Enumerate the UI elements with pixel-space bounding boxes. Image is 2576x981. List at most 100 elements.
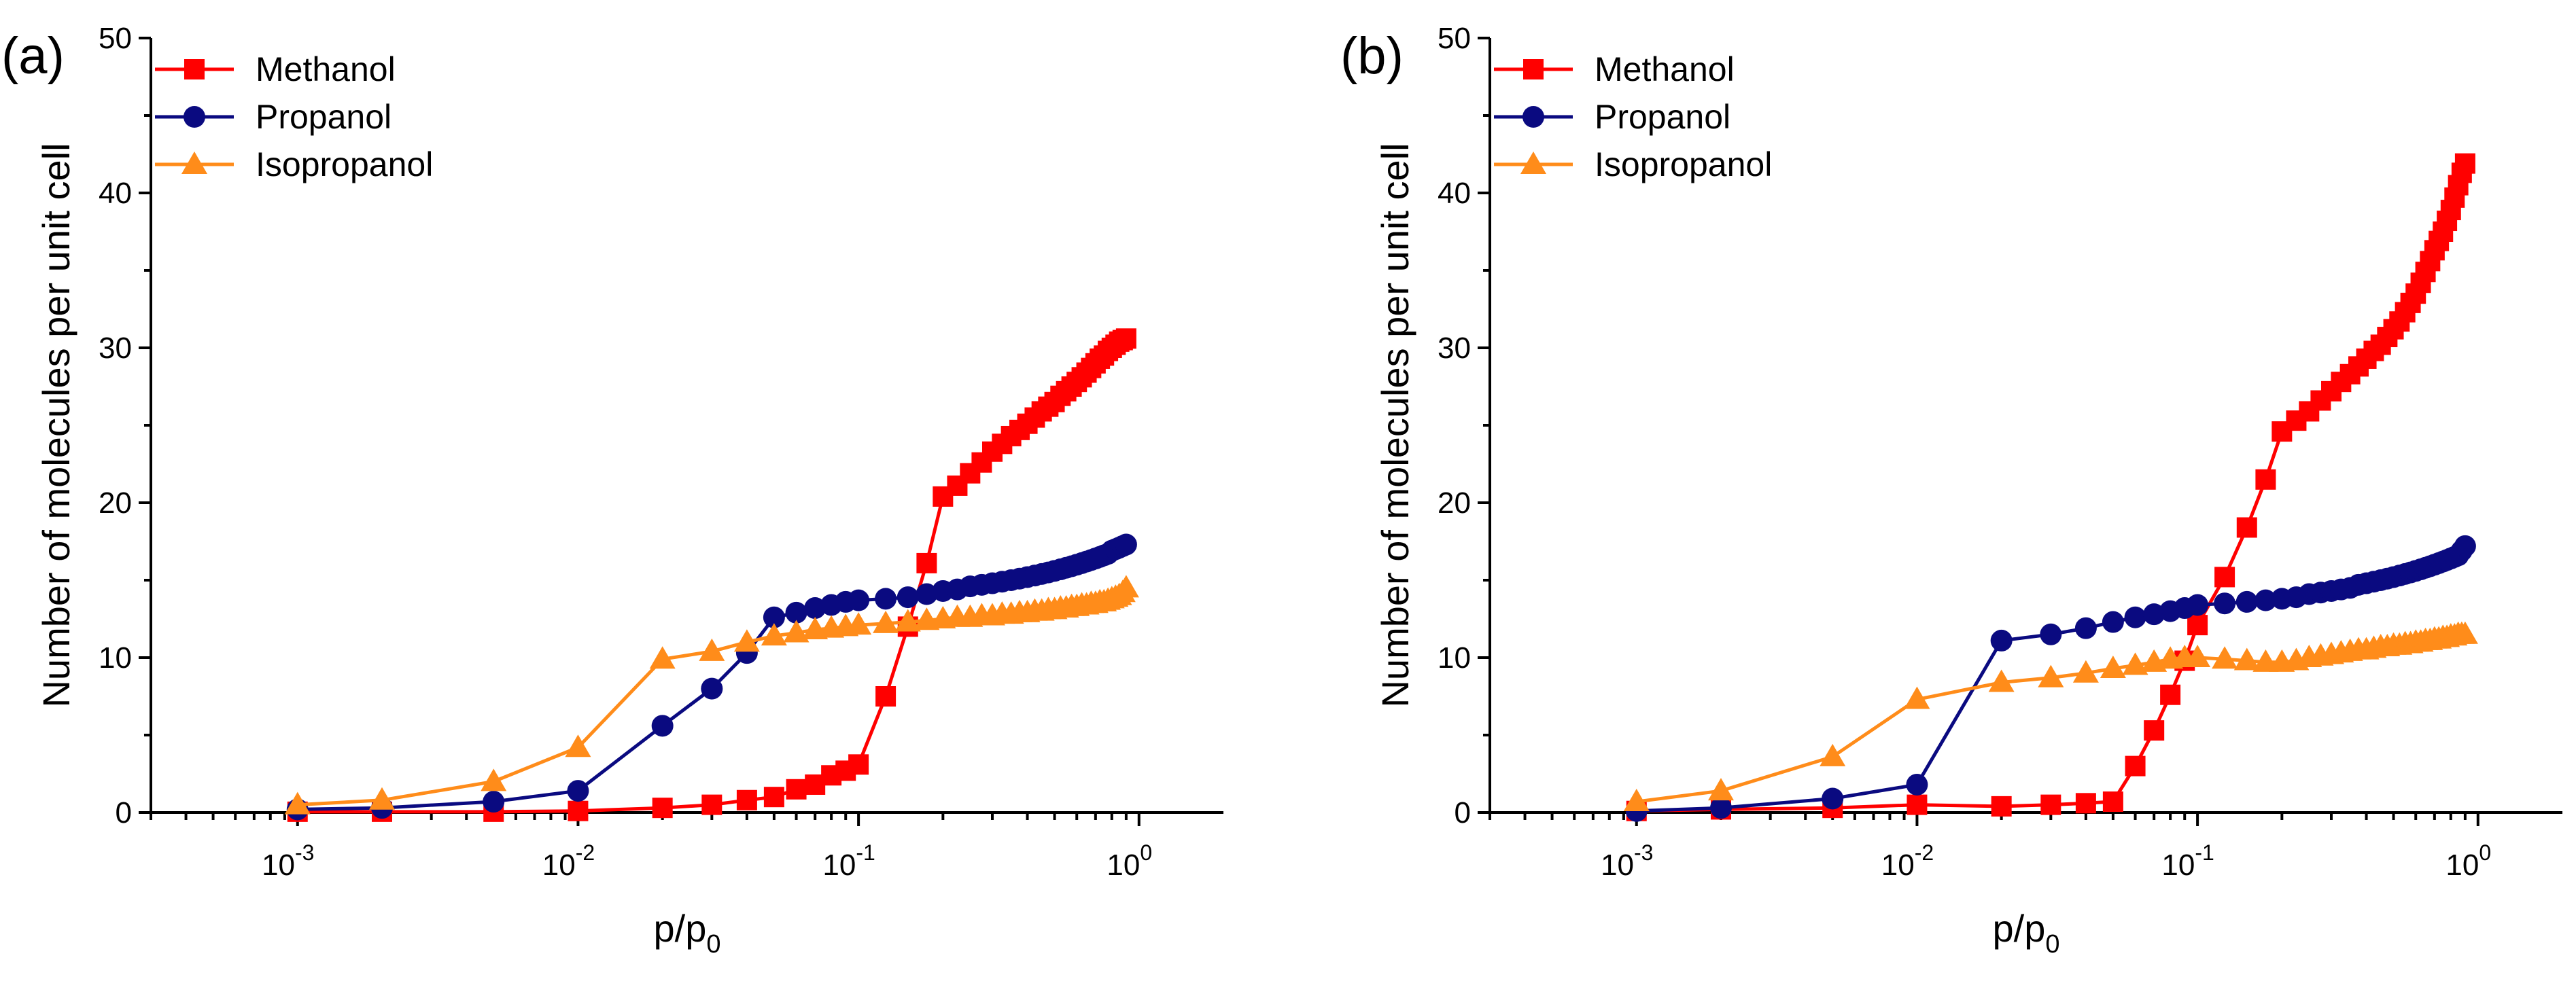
data-point: [649, 646, 676, 669]
data-point: [1115, 328, 1136, 349]
data-point: [763, 606, 785, 628]
data-point: [652, 798, 673, 819]
y-tick-label: 0: [1455, 796, 1471, 830]
data-point: [916, 583, 938, 605]
data-point: [733, 629, 760, 652]
x-tick-exponent: -2: [1915, 840, 1934, 865]
x-tick-label: 10-3: [262, 840, 314, 882]
data-point: [1115, 533, 1137, 556]
x-tick-base: 10: [1107, 849, 1140, 882]
data-point: [2102, 611, 2124, 633]
x-tick-exponent: -1: [856, 840, 875, 865]
data-point: [2160, 684, 2181, 705]
legend-marker: [1522, 106, 1544, 128]
data-point: [2187, 615, 2208, 636]
data-point: [804, 597, 826, 620]
data-point: [1990, 629, 2013, 652]
legend-label: Methanol: [256, 50, 396, 88]
x-tick-label: 10-2: [542, 840, 595, 882]
data-point: [1707, 778, 1734, 801]
y-axis-title: Number of molecules per unit cell: [1374, 143, 1416, 707]
data-point: [1907, 794, 1928, 815]
x-tick-label: 100: [2446, 840, 2491, 882]
data-point: [916, 552, 937, 573]
data-point: [483, 791, 505, 813]
data-point: [1988, 669, 2015, 692]
x-axis-title: p/p0: [654, 907, 721, 959]
x-tick-base: 10: [2161, 849, 2195, 882]
legend-marker: [184, 106, 205, 128]
data-point: [2040, 623, 2062, 645]
legend-marker: [181, 151, 207, 174]
y-tick-label: 40: [1438, 177, 1471, 210]
x-tick-exponent: -3: [1634, 840, 1653, 865]
x-tick-base: 10: [822, 849, 856, 882]
data-point: [2252, 649, 2279, 672]
series-isopropanol: [1623, 621, 2478, 812]
data-point: [783, 620, 810, 643]
series-methanol: [287, 328, 1136, 822]
panel-label: (b): [1340, 27, 1404, 85]
x-tick-base: 10: [542, 849, 576, 882]
data-point: [846, 612, 872, 635]
x-tick-label: 100: [1107, 840, 1152, 882]
x-tick-label: 10-1: [822, 840, 875, 882]
data-point: [568, 800, 589, 821]
x-axis-title-main: p/p: [654, 907, 707, 950]
x-tick-exponent: 0: [1140, 840, 1152, 865]
data-point: [785, 601, 807, 624]
data-point: [2214, 567, 2235, 588]
data-point: [2454, 535, 2476, 557]
panel-label: (a): [1, 27, 65, 85]
data-point: [1822, 787, 1844, 810]
data-point: [1906, 773, 1928, 796]
data-point: [761, 623, 787, 646]
y-tick-label: 50: [99, 22, 132, 55]
data-point: [897, 586, 919, 609]
data-point: [651, 715, 674, 737]
data-point: [1623, 789, 1650, 812]
x-axis-title-main: p/p: [1993, 907, 2046, 950]
data-point: [2072, 660, 2099, 683]
data-point: [2100, 655, 2126, 678]
data-point: [1709, 797, 1732, 819]
data-point: [894, 609, 921, 632]
x-tick-exponent: 0: [2479, 840, 2491, 865]
x-axis-title-subscript: 0: [2045, 930, 2059, 959]
data-point: [699, 638, 725, 661]
y-axis-title: Number of molecules per unit cell: [35, 143, 77, 707]
data-point: [848, 589, 870, 611]
data-point: [2038, 664, 2064, 688]
legend-label: Propanol: [1595, 98, 1730, 136]
data-point: [2454, 153, 2475, 174]
x-tick-exponent: -3: [295, 840, 314, 865]
series-line: [1636, 162, 2467, 813]
data-point: [1820, 743, 1846, 766]
data-point: [2214, 592, 2236, 615]
y-tick-label: 30: [99, 332, 132, 365]
data-point: [2255, 589, 2277, 611]
data-point: [2074, 617, 2097, 639]
y-tick-label: 0: [116, 796, 132, 830]
x-axis-title-subscript: 0: [706, 930, 720, 959]
data-point: [1991, 796, 2012, 817]
data-point: [736, 789, 757, 810]
data-point: [565, 734, 591, 757]
data-point: [786, 779, 807, 800]
data-point: [2236, 517, 2257, 538]
y-tick-label: 10: [99, 641, 132, 675]
data-point: [2125, 755, 2146, 777]
data-point: [567, 780, 589, 802]
x-tick-label: 10-1: [2161, 840, 2214, 882]
series-methanol: [1626, 153, 2475, 821]
data-point: [2102, 791, 2123, 813]
y-tick-label: 10: [1438, 641, 1471, 675]
data-point: [2124, 606, 2146, 628]
data-point: [2144, 720, 2165, 741]
y-tick-label: 40: [99, 177, 132, 210]
series-propanol: [286, 533, 1137, 821]
y-tick-label: 30: [1438, 332, 1471, 365]
